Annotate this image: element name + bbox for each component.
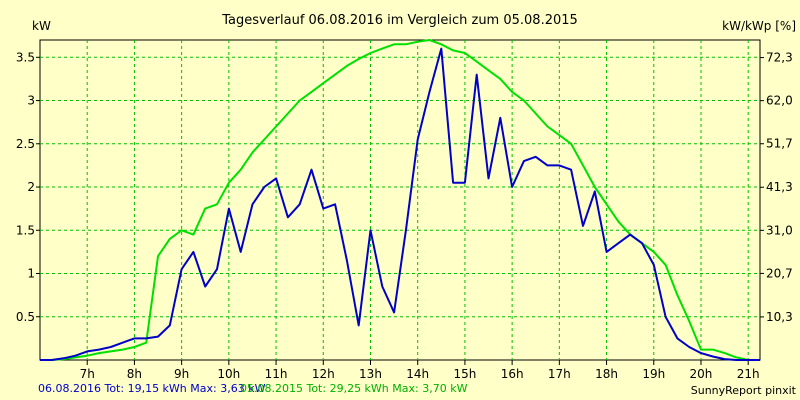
legend-series-1: 06.08.2016 Tot: 19,15 kWh Max: 3,63 kW [38, 382, 266, 395]
y-tick-label: 0.5 [16, 310, 35, 324]
chart-title: Tagesverlauf 06.08.2016 im Vergleich zum… [221, 13, 578, 28]
x-tick-label: 21h [737, 367, 760, 381]
x-tick-label: 9h [174, 367, 189, 381]
x-tick-label: 10h [217, 367, 240, 381]
y2-tick-label: 20,7 [766, 266, 793, 280]
x-tick-label: 12h [312, 367, 335, 381]
credit-text: SunnyReport pinxit [691, 384, 797, 397]
gridlines [40, 40, 760, 360]
legend-series-2: 05.08.2015 Tot: 29,25 kWh Max: 3,70 kW [240, 382, 468, 395]
series-line-1 [40, 47, 760, 361]
x-tick-label: 20h [690, 367, 713, 381]
x-tick-label: 14h [406, 367, 429, 381]
y2-tick-label: 41,3 [766, 180, 793, 194]
x-tick-label: 13h [359, 367, 382, 381]
y-tick-label: 3.5 [16, 50, 35, 64]
plot-area [39, 39, 761, 361]
y2-tick-label: 62,0 [766, 94, 793, 108]
x-tick-label: 8h [127, 367, 142, 381]
x-tick-label: 16h [501, 367, 524, 381]
x-tick-label: 7h [80, 367, 95, 381]
series-lines [40, 39, 760, 361]
y2-axis-ticks: 10,3 20,7 31,0 41,3 51,7 62,0 72,3 [760, 51, 793, 324]
y-tick-label: 2.5 [16, 137, 35, 151]
y2-tick-label: 10,3 [766, 310, 793, 324]
y-axis-ticks: 0.5 1 1.5 2 2.5 3 3.5 [16, 50, 40, 324]
y-axis-label: kW [32, 19, 51, 33]
x-tick-label: 15h [453, 367, 476, 381]
y2-tick-label: 72,3 [766, 51, 793, 65]
y2-tick-label: 51,7 [766, 137, 793, 151]
x-tick-label: 19h [642, 367, 665, 381]
y2-tick-label: 31,0 [766, 223, 793, 237]
y-tick-label: 1 [27, 267, 35, 281]
x-tick-label: 17h [548, 367, 571, 381]
y-tick-label: 2 [27, 180, 35, 194]
y-tick-label: 3 [27, 94, 35, 108]
x-tick-label: 18h [595, 367, 618, 381]
y-tick-label: 1.5 [16, 223, 35, 237]
x-tick-label: 11h [265, 367, 288, 381]
y2-axis-label: kW/kWp [%] [722, 19, 796, 33]
x-axis-ticks: 7h 8h 9h 10h 11h 12h 13h 14h 15h 16h 17h 18h 19h 20h 2… [80, 360, 760, 381]
